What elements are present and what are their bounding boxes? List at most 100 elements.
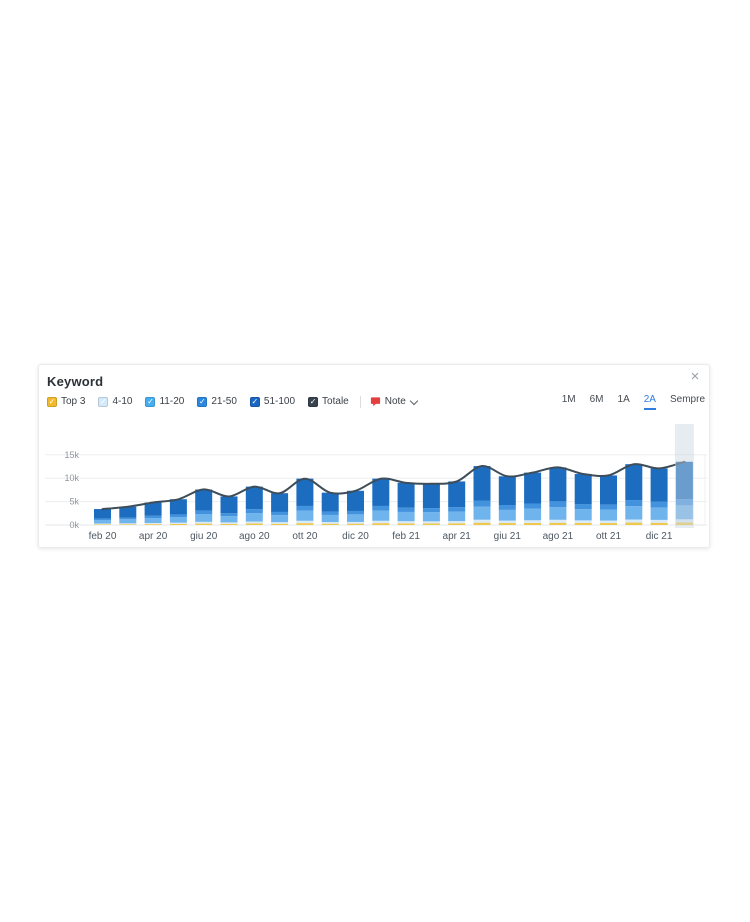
- bar-segment-top-3: [296, 523, 314, 525]
- bar-segment-51-100: [195, 489, 213, 511]
- bar-feb-21[interactable]: [397, 482, 415, 525]
- legend-label: Top 3: [61, 396, 86, 407]
- bar-segment-21-50: [94, 518, 111, 521]
- bar-segment-51-100: [422, 483, 440, 509]
- bar-segment-top-3: [119, 524, 137, 525]
- bar-set-20[interactable]: [271, 493, 289, 525]
- bar-segment-4-10: [296, 520, 314, 524]
- x-tick-apr-20: apr 20: [139, 531, 168, 542]
- bar-gen-21[interactable]: [372, 478, 390, 525]
- position-tracking-chart: 0k 5k 10k 15k feb 20 apr 20 giu 20 ago 20 ott 20…: [45, 424, 707, 542]
- bar-gen-22[interactable]: [675, 461, 693, 525]
- note-toggle[interactable]: Note: [370, 396, 419, 407]
- bar-segment-21-50: [473, 500, 491, 507]
- bar-segment-21-50: [119, 517, 137, 520]
- bar-segment-top-3: [195, 523, 213, 525]
- bar-segment-11-20: [321, 514, 339, 523]
- bar-segment-4-10: [321, 522, 339, 524]
- bar-ott-21[interactable]: [600, 475, 617, 525]
- bar-segment-4-10: [650, 519, 668, 523]
- bar-segment-top-3: [245, 523, 263, 525]
- close-button[interactable]: ×: [686, 368, 704, 386]
- bar-segment-11-20: [347, 514, 364, 522]
- bar-segment-21-50: [422, 508, 440, 513]
- bar-segment-51-100: [119, 506, 137, 518]
- legend-item-totale[interactable]: ✓ Totale: [308, 396, 349, 407]
- bar-nov-20[interactable]: [321, 492, 339, 525]
- bar-segment-51-100: [650, 468, 668, 502]
- x-tick-ago-21: ago 21: [543, 531, 574, 542]
- legend: ✓ Top 3 ✓ 4-10 ✓ 11-20 ✓ 21-50 ✓ 51-100 ✓ Totale: [47, 396, 349, 407]
- bar-segment-4-10: [220, 522, 238, 524]
- legend-item-top-3[interactable]: ✓ Top 3: [47, 396, 85, 407]
- x-tick-dic-20: dic 20: [342, 531, 369, 542]
- bar-segment-top-3: [169, 523, 187, 525]
- bar-segment-51-100: [549, 467, 567, 502]
- checkbox-top-3-checked[interactable]: ✓: [47, 396, 57, 407]
- bar-mag-20[interactable]: [169, 499, 187, 525]
- bar-segment-51-100: [524, 472, 542, 504]
- bar-dic-20[interactable]: [347, 490, 364, 525]
- chevron-down-icon: [409, 396, 419, 405]
- legend-item-51-100[interactable]: ✓ 51-100: [249, 396, 295, 407]
- bar-segment-top-3: [372, 523, 390, 525]
- bar-segment-4-10: [675, 519, 693, 523]
- y-tick-0k: 0k: [69, 520, 79, 530]
- legend-item-11-20[interactable]: ✓ 11-20: [145, 396, 184, 407]
- range-1m[interactable]: 1M: [561, 393, 576, 405]
- bar-segment-top-3: [549, 522, 567, 525]
- bar-segment-51-100: [600, 475, 617, 505]
- bar-segment-11-20: [372, 510, 390, 521]
- page-title: Keyword: [47, 374, 104, 389]
- bar-feb-20[interactable]: [94, 509, 111, 525]
- checkbox-4-10-checked[interactable]: ✓: [98, 396, 109, 407]
- x-tick-ott-20: ott 20: [292, 531, 317, 542]
- checkbox-51-100-checked[interactable]: ✓: [249, 396, 260, 407]
- bar-lug-20[interactable]: [220, 496, 238, 525]
- bar-segment-21-50: [271, 511, 289, 516]
- bar-ago-20[interactable]: [245, 486, 263, 525]
- bar-ott-20[interactable]: [296, 478, 314, 525]
- bar-lug-21[interactable]: [524, 472, 542, 525]
- range-1a[interactable]: 1A: [617, 393, 630, 405]
- bar-segment-11-20: [625, 506, 643, 520]
- bar-segment-4-10: [195, 521, 213, 524]
- checkbox-21-50-checked[interactable]: ✓: [197, 396, 208, 407]
- bar-segment-51-100: [625, 464, 643, 501]
- bar-apr-21[interactable]: [448, 481, 466, 525]
- bar-mar-20[interactable]: [119, 506, 137, 525]
- bar-nov-21[interactable]: [625, 464, 643, 525]
- bar-giu-21[interactable]: [498, 476, 516, 525]
- legend-item-4-10[interactable]: ✓ 4-10: [98, 396, 132, 407]
- bar-mag-21[interactable]: [473, 466, 491, 525]
- range-6m[interactable]: 6M: [589, 393, 604, 405]
- bar-ago-21[interactable]: [549, 467, 567, 525]
- bar-segment-21-50: [524, 503, 542, 509]
- checkbox-totale-checked[interactable]: ✓: [308, 396, 319, 407]
- range-2a[interactable]: 2A: [643, 394, 656, 410]
- bar-segment-21-50: [296, 505, 314, 511]
- bar-dic-21[interactable]: [650, 468, 668, 525]
- bar-segment-51-100: [473, 466, 491, 501]
- bar-apr-20[interactable]: [144, 502, 162, 525]
- bar-set-21[interactable]: [574, 473, 592, 525]
- checkbox-11-20-checked[interactable]: ✓: [145, 396, 156, 407]
- bar-segment-21-50: [600, 504, 617, 510]
- legend-divider: [359, 395, 361, 408]
- bar-segment-top-3: [675, 522, 693, 525]
- bar-segment-21-50: [549, 501, 567, 508]
- bar-segment-21-50: [245, 509, 263, 514]
- bar-giu-20[interactable]: [195, 489, 213, 525]
- bar-segment-11-20: [600, 509, 617, 521]
- bar-segment-51-100: [296, 478, 314, 506]
- legend-item-21-50[interactable]: ✓ 21-50: [197, 396, 237, 407]
- x-tick-giu-20: giu 20: [190, 531, 218, 542]
- bar-segment-top-3: [524, 522, 542, 525]
- y-tick-10k: 10k: [64, 473, 79, 483]
- range-sempre[interactable]: Sempre: [669, 393, 705, 405]
- bar-segment-4-10: [524, 520, 542, 523]
- bar-segment-4-10: [347, 521, 364, 524]
- bar-mar-21[interactable]: [422, 483, 440, 525]
- x-tick-ott-21: ott 21: [596, 531, 621, 542]
- bar-segment-11-20: [119, 519, 137, 524]
